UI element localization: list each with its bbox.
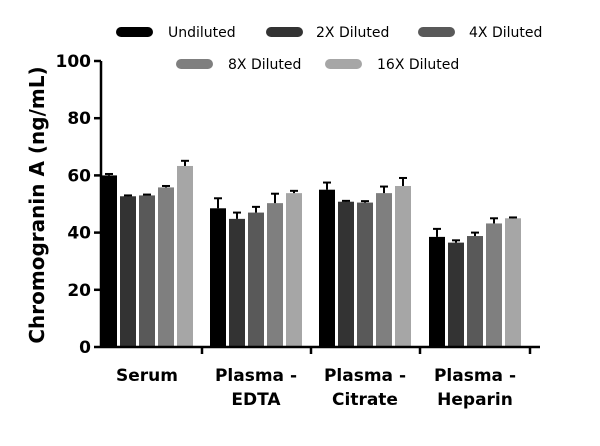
category-label-1: Serum <box>116 366 178 386</box>
category-label-2: Plasma - EDTA <box>215 366 297 410</box>
bar-2-1 <box>120 196 136 347</box>
bar-1-2 <box>210 208 226 347</box>
category-label-line: Heparin <box>437 390 513 410</box>
bar-1-3 <box>319 189 335 347</box>
bar-5-1 <box>177 165 193 347</box>
y-tick-label-20: 20 <box>67 281 91 301</box>
legend-label-2: 2X Diluted <box>316 25 389 41</box>
legend-swatch-1 <box>116 27 153 37</box>
bar-3-4 <box>467 236 483 347</box>
category-label-line: Plasma - <box>324 366 406 386</box>
legend-swatch-3 <box>418 27 455 37</box>
bar-5-2 <box>286 193 302 347</box>
category-label-line: Citrate <box>332 390 398 410</box>
bar-3-2 <box>248 212 264 347</box>
axes: 0 20 40 60 80 100 Serum Plasma - EDTA Plasma - Cit… <box>56 52 540 410</box>
bar-4-1 <box>158 187 174 347</box>
category-label-line: Serum <box>116 366 178 386</box>
legend-swatch-5 <box>325 59 362 69</box>
bar-3-1 <box>139 195 155 347</box>
bar-2-3 <box>338 201 354 347</box>
y-axis-label: Chromogranin A (ng/mL) <box>25 66 49 343</box>
y-tick-label-60: 60 <box>67 166 91 186</box>
legend-label-3: 4X Diluted <box>469 25 542 41</box>
y-tick-label-40: 40 <box>67 224 91 244</box>
y-tick-label-100: 100 <box>56 52 92 72</box>
bars <box>101 159 521 347</box>
legend-swatch-4 <box>176 59 213 69</box>
bar-2-4 <box>448 242 464 347</box>
bar-5-4 <box>505 218 521 347</box>
y-tick-label-0: 0 <box>79 338 91 358</box>
bar-4-2 <box>267 203 283 347</box>
y-tick-label-80: 80 <box>67 109 91 129</box>
legend-label-5: 16X Diluted <box>377 57 459 73</box>
category-label-3: Plasma - Citrate <box>324 366 406 410</box>
bar-4-4 <box>486 223 502 347</box>
category-label-line: Plasma - <box>434 366 516 386</box>
category-label-line: Plasma - <box>215 366 297 386</box>
bar-1-4 <box>429 236 445 347</box>
legend-label-4: 8X Diluted <box>228 57 301 73</box>
legend-swatch-2 <box>266 27 303 37</box>
legend: Undiluted 2X Diluted 4X Diluted 8X Diluted 1… <box>116 25 542 73</box>
category-label-4: Plasma - Heparin <box>434 366 516 410</box>
bar-4-3 <box>376 193 392 347</box>
legend-label-1: Undiluted <box>168 25 236 41</box>
bar-5-3 <box>395 185 411 347</box>
bar-3-3 <box>357 202 373 347</box>
bar-2-2 <box>229 218 245 347</box>
category-label-line: EDTA <box>231 390 281 410</box>
bar-1-1 <box>101 175 117 347</box>
